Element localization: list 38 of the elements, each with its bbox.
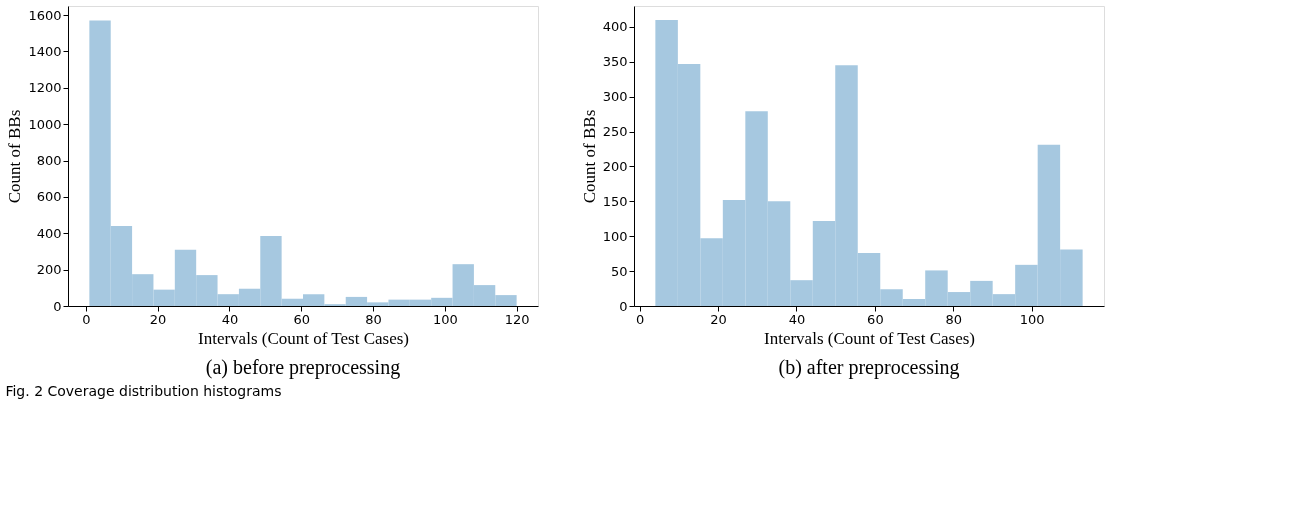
text: (b) after preprocessing [778,356,960,379]
y-tick-label: 1200 [28,80,62,96]
y-tick-label: 0 [53,298,62,314]
x-tick-label: 100 [1019,311,1045,327]
y-tick-label: 200 [602,158,628,174]
y-tick-label: 150 [602,193,628,209]
x-tick-label: 0 [82,311,91,327]
y-tick-label: 600 [36,189,62,205]
x-tick-label: 100 [432,311,458,327]
y-tick-label: 1600 [28,7,62,23]
y-tick-label: 300 [602,89,628,105]
x-axis-title: Intervals (Count of Test Cases) [764,328,975,348]
y-tick-label: 100 [602,228,628,244]
x-tick-label: 40 [221,311,239,327]
y-tick-label: 800 [36,153,62,169]
x-tick-label: 120 [504,311,530,327]
caption: Fig. 2 Coverage distribution histograms [5,382,282,399]
y-tick-label: 0 [619,298,628,314]
y-tick-label: 1000 [28,116,62,132]
text: (a) before preprocessing [205,356,401,379]
x-tick-label: 60 [293,311,310,327]
y-tick-label: 200 [36,262,62,278]
x-tick-label: 60 [867,311,884,327]
x-tick-label: 0 [636,311,645,327]
y-tick-label: 400 [36,225,62,241]
x-tick-label: 20 [710,311,727,327]
y-tick-label: 400 [602,19,628,35]
x-axis-title: Intervals (Count of Test Cases) [198,328,409,348]
y-tick-label: 350 [602,54,628,70]
y-axis-title: Count of BBs [5,109,25,204]
x-tick-label: 80 [365,311,382,327]
x-tick-label: 80 [945,311,963,327]
y-tick-label: 250 [602,124,628,140]
y-tick-label: 50 [610,263,628,279]
x-tick-label: 40 [788,311,806,327]
y-axis-title: Count of BBs [579,109,599,204]
x-tick-label: 20 [149,311,167,327]
y-tick-label: 1400 [28,43,62,59]
